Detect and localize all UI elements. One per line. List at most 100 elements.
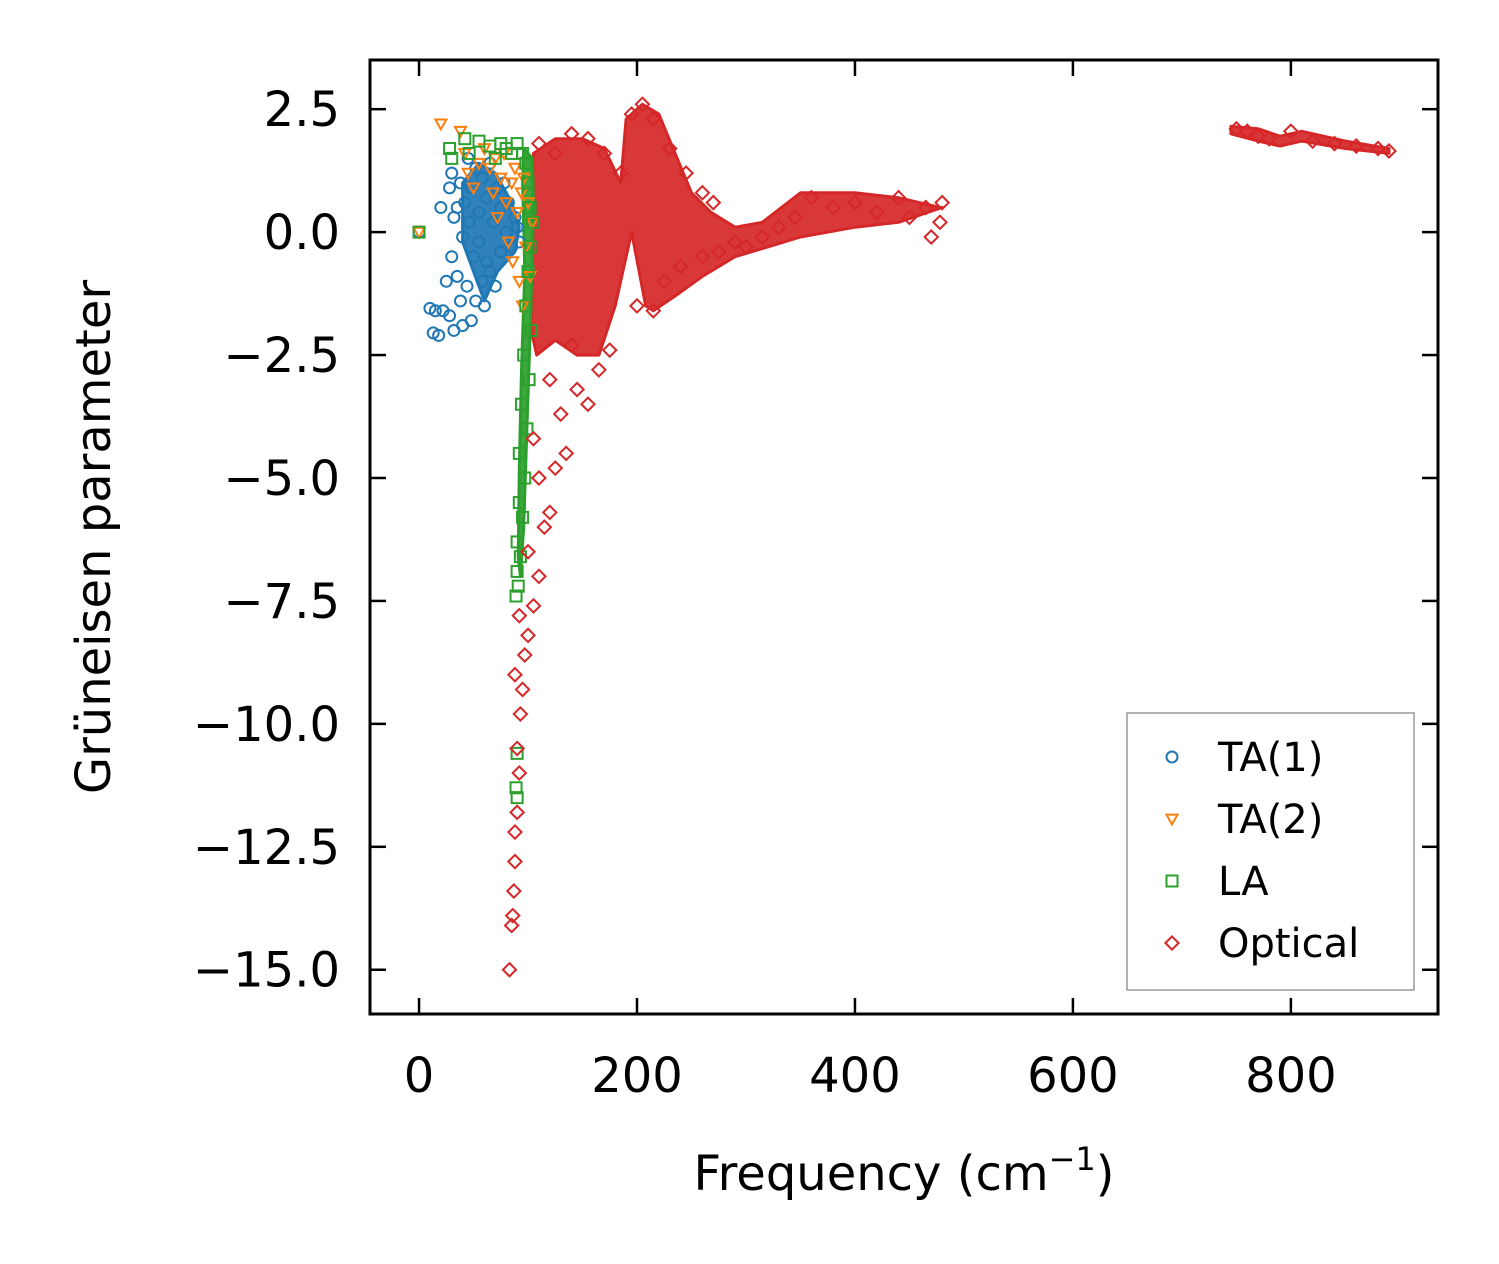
data-point-optical <box>1282 123 1299 140</box>
data-point-optical <box>931 214 948 231</box>
data-point-optical <box>656 273 673 290</box>
data-point-optical <box>1261 130 1278 147</box>
data-point-ta-2 <box>514 187 529 201</box>
data-point-la <box>516 510 530 524</box>
data-point-ta-1 <box>477 299 491 313</box>
data-point-la <box>518 471 532 485</box>
y-tick-label: 0.0 <box>264 205 340 261</box>
data-point-ta-2 <box>518 241 534 255</box>
data-point-ta-1 <box>464 314 478 328</box>
data-point-optical <box>525 597 542 614</box>
data-point-la <box>524 323 538 337</box>
x-tick-label: 0 <box>404 1048 435 1104</box>
data-point-optical <box>901 209 918 226</box>
data-point-optical <box>520 627 537 644</box>
data-point-ta-1 <box>472 205 486 219</box>
data-point-optical <box>678 165 695 182</box>
legend-label-ta-1: TA(1) <box>1217 735 1323 781</box>
data-point-la <box>488 151 502 165</box>
data-point-la <box>521 176 535 190</box>
data-point-ta-1 <box>428 304 442 318</box>
dense-band-optical-0 <box>529 102 944 357</box>
plot-area <box>411 96 1397 978</box>
data-point-optical <box>623 106 640 123</box>
data-point-ta-1 <box>456 230 470 244</box>
data-point-optical <box>516 647 533 664</box>
data-point-optical <box>612 165 629 182</box>
data-point-optical <box>506 853 523 870</box>
data-point-ta-1 <box>475 274 489 288</box>
data-point-optical <box>868 204 885 221</box>
plot-frame <box>368 58 1440 1016</box>
data-point-optical <box>770 219 787 236</box>
data-point-ta-1 <box>462 215 476 229</box>
data-point-optical <box>512 706 529 723</box>
data-point-optical <box>520 543 537 560</box>
data-point-optical <box>1380 142 1397 159</box>
data-point-la <box>516 146 530 160</box>
data-point-optical <box>727 233 744 250</box>
data-point-optical <box>569 381 586 398</box>
data-point-optical <box>530 469 547 487</box>
data-point-optical <box>525 430 542 447</box>
data-point-optical <box>1228 120 1245 137</box>
data-point-optical <box>923 229 940 246</box>
data-point-la <box>521 264 535 278</box>
data-point-ta-2 <box>460 167 476 181</box>
data-point-ta-1 <box>475 171 489 185</box>
data-point-la <box>510 746 524 760</box>
data-point-ta-1 <box>434 201 448 215</box>
series-la <box>412 132 539 805</box>
data-point-optical <box>601 342 618 359</box>
data-point-ta-2 <box>505 256 520 270</box>
data-point-ta-2 <box>516 172 531 186</box>
x-tick-label: 200 <box>591 1048 683 1104</box>
data-point-ta-2 <box>453 125 468 139</box>
data-point-optical <box>504 907 521 924</box>
data-point-la <box>514 397 528 411</box>
data-point-ta-1 <box>467 250 481 264</box>
x-tick-label: 800 <box>1245 1048 1337 1104</box>
data-point-optical <box>634 96 651 113</box>
legend-label-la: LA <box>1218 859 1269 905</box>
data-point-la <box>462 146 476 160</box>
data-point-optical <box>541 371 558 388</box>
data-point-optical <box>511 607 528 624</box>
data-point-optical <box>509 804 526 821</box>
data-point-optical <box>547 460 564 477</box>
data-point-optical <box>503 917 520 934</box>
data-point-optical <box>1304 133 1321 150</box>
data-point-optical <box>596 145 613 162</box>
data-point-ta-1 <box>443 309 457 323</box>
data-point-la <box>412 225 426 239</box>
legend-marker-ta-2 <box>1164 813 1180 827</box>
data-point-la <box>510 791 524 805</box>
legend-label-optical: Optical <box>1218 921 1359 967</box>
data-point-optical <box>590 361 607 378</box>
data-point-optical <box>661 140 678 157</box>
data-point-ta-2 <box>466 182 481 196</box>
data-point-ta-2 <box>509 207 525 221</box>
data-point-ta-1 <box>439 274 453 288</box>
data-point-optical <box>563 125 580 142</box>
data-point-optical <box>1370 140 1387 157</box>
data-point-optical <box>825 199 842 216</box>
data-point-optical <box>803 189 820 206</box>
data-point-optical <box>514 681 531 698</box>
data-point-ta-2 <box>493 172 508 186</box>
data-point-optical <box>710 243 727 260</box>
data-point-ta-1 <box>510 220 524 234</box>
data-point-la <box>512 446 526 460</box>
series-optical <box>501 96 1397 978</box>
data-point-ta-1 <box>458 196 472 210</box>
data-point-optical <box>506 824 523 841</box>
legend-marker-la <box>1165 874 1179 888</box>
data-point-optical <box>628 297 646 314</box>
data-point-la <box>510 535 524 549</box>
legend: TA(1) TA(2) LA Optical <box>1126 712 1415 991</box>
data-point-la <box>509 781 523 795</box>
data-point-optical <box>505 883 522 900</box>
data-point-optical <box>579 396 596 413</box>
y-tick-label: −5.0 <box>223 451 340 507</box>
